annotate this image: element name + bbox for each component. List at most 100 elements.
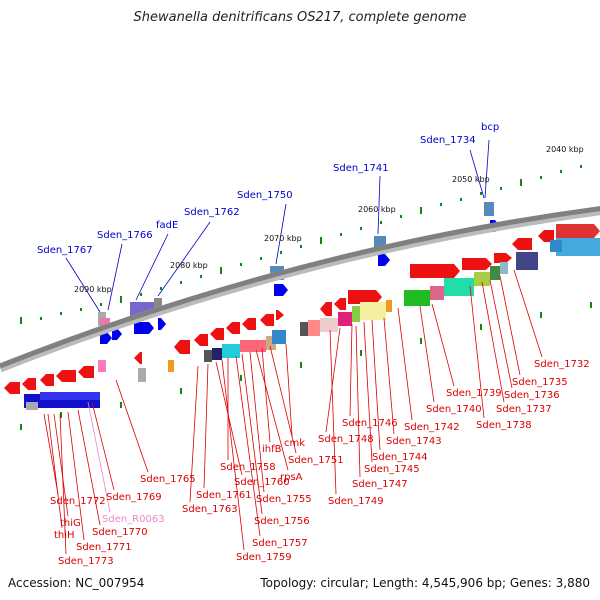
gene-label: Sden_1767 — [37, 245, 93, 256]
scale-tick — [40, 317, 42, 320]
scale-tick — [160, 287, 162, 290]
gene-label: cmk — [284, 438, 305, 449]
label-leader — [285, 343, 293, 437]
labels: 2040 kbp 2050 kbp 2060 kbp 2070 kbp 2080 kbp… — [37, 122, 590, 567]
gene-block — [272, 330, 286, 344]
feature-arrow — [274, 284, 288, 296]
scale-tick — [180, 281, 182, 284]
label-leader — [325, 327, 341, 433]
gene-label: Sden_1746 — [342, 418, 398, 429]
label-leader — [481, 281, 505, 403]
gene-label: Sden_1745 — [364, 464, 420, 475]
scale-tick — [400, 215, 402, 218]
scale-tick — [240, 263, 242, 266]
gene-block — [320, 318, 338, 332]
gene-block — [154, 298, 162, 312]
gene-arrow-forward — [276, 310, 284, 320]
gene-label: Sden_1744 — [372, 452, 428, 463]
label-leader — [203, 363, 209, 489]
scale-tick — [440, 203, 442, 206]
gene-arrow-reverse — [174, 340, 190, 354]
gene-block — [386, 300, 392, 312]
scale-label: 2050 kbp — [452, 175, 490, 184]
scale-tick — [80, 308, 82, 311]
genome-title: Shewanella denitrificans OS217, complete… — [133, 10, 467, 25]
gene-label: Sden_1750 — [237, 190, 293, 201]
gene-label: Sden_1735 — [512, 377, 568, 388]
label-leader — [383, 317, 395, 435]
gene-block — [100, 318, 110, 330]
label-leader — [249, 351, 265, 493]
label-leader — [87, 401, 111, 513]
gene-label: Sden_1732 — [534, 359, 590, 370]
gene-label: Sden_1748 — [318, 434, 374, 445]
gene-label: Sden_1765 — [140, 474, 196, 485]
label-leader — [59, 413, 67, 555]
gene-arrow-reverse — [40, 374, 54, 386]
label-leader — [65, 257, 101, 313]
gene-label: Sden_1770 — [92, 527, 148, 538]
gene-block — [430, 286, 444, 300]
label-leader — [329, 329, 337, 495]
gene-block — [404, 290, 430, 306]
label-leader-lines — [43, 139, 543, 555]
gene-arrow-forward — [556, 224, 600, 238]
scale-tick — [200, 275, 202, 278]
gene-label: Sden_1747 — [352, 479, 408, 490]
scale-tick — [580, 165, 582, 168]
gene-arrow-reverse — [78, 366, 94, 378]
gene-label: Sden_1751 — [288, 455, 344, 466]
gene-arrow-reverse — [260, 314, 274, 326]
scale-tick — [20, 317, 22, 324]
gene-label: thiG — [60, 518, 81, 529]
gene-block — [40, 392, 100, 400]
inner-tick — [480, 324, 482, 330]
gene-block — [360, 302, 386, 320]
gene-label: Sden_1756 — [254, 516, 310, 527]
feature-arrow — [378, 254, 390, 266]
gene-block — [308, 320, 320, 336]
scale-label: 2080 kbp — [170, 261, 208, 270]
gene-arrow-reverse — [134, 352, 142, 364]
label-leader — [77, 409, 101, 526]
label-leader — [363, 321, 373, 463]
gene-block — [352, 306, 360, 322]
label-leader — [261, 347, 271, 443]
inner-tick — [300, 362, 302, 368]
scale-label: 2040 kbp — [546, 145, 584, 154]
gene-label: ihfB — [262, 444, 282, 455]
inner-tick — [540, 312, 542, 318]
gene-arrow-forward — [494, 253, 512, 263]
inner-tick — [240, 375, 242, 381]
gene-arrow-forward — [462, 258, 492, 270]
gene-block — [550, 240, 562, 252]
scale-tick — [520, 179, 522, 186]
gene-block — [138, 368, 146, 382]
gene-block — [98, 360, 106, 372]
gene-label: Sden_1760 — [234, 477, 290, 488]
gene-block — [204, 350, 212, 362]
gene-label: fadE — [156, 220, 178, 231]
gene-label: Sden_1734 — [420, 135, 476, 146]
scale-label: 2060 kbp — [358, 205, 396, 214]
gene-label: Sden_1762 — [184, 207, 240, 218]
gene-label: Sden_1742 — [404, 422, 460, 433]
feature-arrow — [158, 318, 166, 330]
gene-label: Sden_1741 — [333, 163, 389, 174]
gene-arrow-reverse — [210, 328, 224, 340]
gene-label: Sden_1758 — [220, 462, 276, 473]
gene-label: Sden_1739 — [446, 388, 502, 399]
scale-tick — [280, 251, 282, 254]
label-leader — [377, 175, 381, 235]
scale-tick — [100, 303, 102, 306]
label-leader — [235, 355, 261, 537]
label-leader — [371, 319, 381, 451]
label-leader — [215, 361, 243, 476]
scale-tick — [140, 293, 142, 296]
scale-tick — [460, 198, 462, 201]
gene-arrow-forward — [410, 264, 460, 278]
gene-arrow-reverse — [22, 378, 36, 390]
label-leader — [355, 325, 361, 478]
gene-block — [212, 348, 222, 360]
label-leader — [499, 275, 521, 376]
